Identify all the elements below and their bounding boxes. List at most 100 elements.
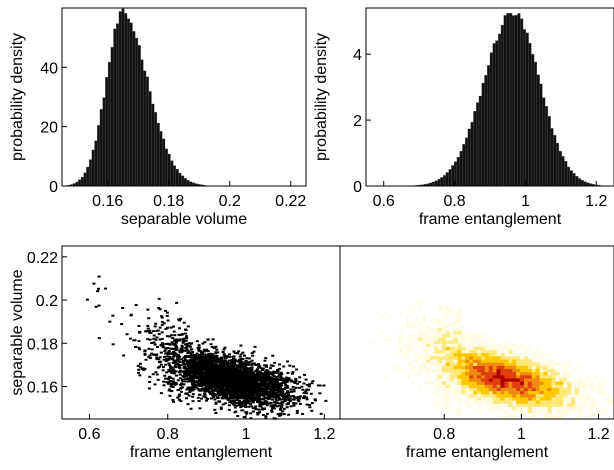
scatter-point bbox=[172, 330, 176, 333]
heatmap-cell bbox=[578, 384, 584, 388]
scatter-point bbox=[255, 374, 259, 377]
heatmap-cell bbox=[430, 368, 435, 373]
scatter-point bbox=[298, 402, 302, 405]
heatmap-cell bbox=[394, 365, 400, 370]
scatter-point bbox=[266, 385, 270, 388]
x-tick-label: 0.18 bbox=[153, 193, 184, 210]
scatter-point bbox=[214, 386, 218, 389]
heatmap-cell bbox=[473, 390, 478, 395]
scatter-point bbox=[273, 381, 277, 384]
heatmap-cell bbox=[563, 368, 568, 373]
heatmap-cell bbox=[437, 343, 443, 348]
scatter-point bbox=[172, 350, 176, 353]
scatter-point bbox=[233, 352, 237, 355]
heatmap-cell bbox=[570, 368, 576, 373]
scatter-point bbox=[273, 385, 277, 388]
heatmap-cell bbox=[461, 378, 466, 382]
heatmap-cell bbox=[477, 390, 482, 395]
scatter-point bbox=[178, 398, 182, 401]
heatmap-cell bbox=[590, 384, 595, 388]
scatter-point bbox=[270, 376, 274, 379]
scatter-point bbox=[142, 368, 146, 371]
scatter-point bbox=[233, 387, 237, 390]
heatmap-cell bbox=[473, 387, 478, 392]
heatmap-cell bbox=[422, 337, 427, 341]
heatmap-cell bbox=[437, 352, 443, 357]
scatter-point bbox=[218, 387, 222, 390]
scatter-point bbox=[187, 342, 191, 345]
scatter-point bbox=[245, 372, 249, 375]
scatter-point bbox=[242, 381, 246, 384]
heatmap-cell bbox=[523, 356, 529, 360]
histogram-bar bbox=[487, 65, 491, 187]
scatter-point bbox=[242, 375, 246, 378]
scatter-point bbox=[229, 381, 233, 384]
scatter-point bbox=[197, 357, 201, 360]
scatter-point bbox=[244, 402, 248, 405]
heatmap-cell bbox=[430, 362, 435, 366]
heatmap-cell bbox=[559, 381, 564, 385]
scatter-point bbox=[251, 385, 255, 388]
heatmap-cell bbox=[590, 406, 595, 410]
heatmap-cell bbox=[453, 337, 458, 341]
heatmap-cell bbox=[508, 365, 513, 370]
heatmap-cell bbox=[469, 365, 474, 370]
scatter-point bbox=[166, 347, 170, 350]
heatmap-cell bbox=[508, 359, 513, 363]
heatmap-cell bbox=[527, 403, 533, 407]
scatter-point bbox=[200, 372, 204, 375]
x-tick-label: 1.2 bbox=[587, 426, 609, 443]
heatmap-cell bbox=[567, 393, 572, 398]
heatmap-cell bbox=[469, 378, 474, 382]
heatmap-cell bbox=[453, 396, 458, 401]
scatter-point bbox=[214, 359, 218, 362]
scatter-point bbox=[164, 347, 168, 350]
heatmap-cell bbox=[531, 406, 537, 410]
scatter-point bbox=[268, 371, 272, 374]
scatter-point bbox=[212, 386, 216, 389]
scatter-point bbox=[172, 400, 176, 403]
heatmap-cell bbox=[531, 396, 537, 401]
scatter-point bbox=[225, 395, 229, 398]
scatter-point bbox=[265, 389, 269, 392]
scatter-point bbox=[240, 365, 244, 368]
scatter-point bbox=[137, 346, 141, 349]
scatter-point bbox=[160, 320, 164, 323]
scatter-point bbox=[305, 392, 309, 395]
scatter-point bbox=[221, 384, 225, 387]
scatter-point bbox=[239, 362, 243, 365]
scatter-point bbox=[222, 379, 226, 382]
heatmap-cell bbox=[586, 412, 591, 417]
scatter-point bbox=[189, 364, 193, 367]
heatmap-cell bbox=[563, 390, 568, 395]
scatter-point bbox=[228, 389, 232, 392]
histogram-bar bbox=[107, 62, 111, 187]
heatmap-cell bbox=[473, 352, 478, 357]
heatmap-cell bbox=[453, 349, 458, 354]
scatter-point bbox=[191, 384, 195, 387]
scatter-point bbox=[235, 404, 239, 407]
heatmap-cell bbox=[496, 362, 501, 366]
heatmap-cell bbox=[559, 396, 564, 401]
scatter-point bbox=[253, 387, 257, 390]
scatter-point bbox=[186, 386, 190, 389]
scatter-point bbox=[191, 355, 195, 358]
heatmap-cell bbox=[512, 393, 517, 398]
scatter-point bbox=[236, 395, 240, 398]
scatter-point bbox=[251, 354, 255, 357]
heatmap-cell bbox=[461, 352, 466, 357]
heatmap-cell bbox=[563, 362, 568, 366]
heatmap-cell bbox=[551, 365, 556, 370]
scatter-point bbox=[228, 401, 232, 404]
scatter-point bbox=[92, 282, 96, 285]
scatter-point bbox=[253, 398, 257, 401]
scatter-point bbox=[183, 328, 187, 331]
heatmap-cell bbox=[559, 374, 564, 379]
scatter-point bbox=[187, 378, 191, 381]
scatter-point bbox=[235, 352, 239, 355]
heatmap-cell bbox=[582, 403, 587, 407]
scatter-point bbox=[212, 393, 216, 396]
heatmap-cell bbox=[504, 362, 509, 366]
heatmap-cell bbox=[535, 406, 541, 410]
